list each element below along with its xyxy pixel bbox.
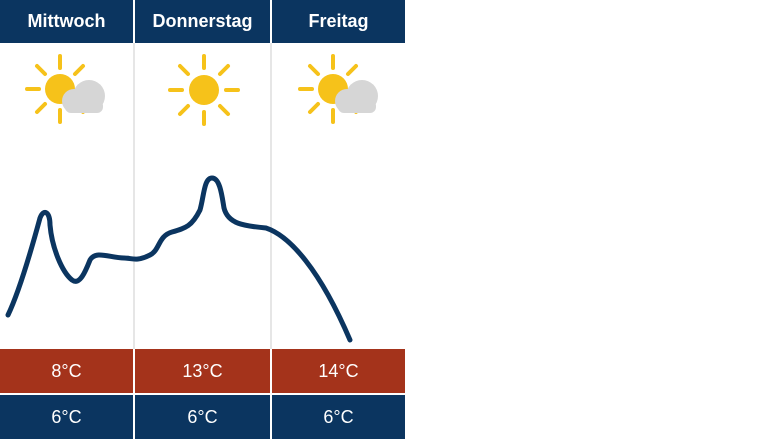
day-header-donnerstag: Donnerstag	[135, 0, 270, 43]
high-temp-mittwoch: 8°C	[0, 349, 133, 393]
high-temp-donnerstag: 13°C	[133, 349, 270, 393]
low-temp-freitag: 6°C	[270, 395, 405, 439]
sun-cloud-icon	[25, 54, 105, 124]
sun-cloud-icon	[298, 54, 378, 124]
day-header-mittwoch: Mittwoch	[0, 0, 133, 43]
column-divider	[270, 43, 272, 349]
high-temp-freitag: 14°C	[270, 349, 405, 393]
column-divider	[133, 43, 135, 349]
temperature-curve	[5, 175, 353, 343]
weather-forecast-widget: Mittwoch Donnerstag Freitag	[0, 0, 405, 439]
low-temp-mittwoch: 6°C	[0, 395, 133, 439]
day-header-freitag: Freitag	[272, 0, 405, 43]
sun-icon	[168, 54, 240, 126]
low-temp-donnerstag: 6°C	[133, 395, 270, 439]
